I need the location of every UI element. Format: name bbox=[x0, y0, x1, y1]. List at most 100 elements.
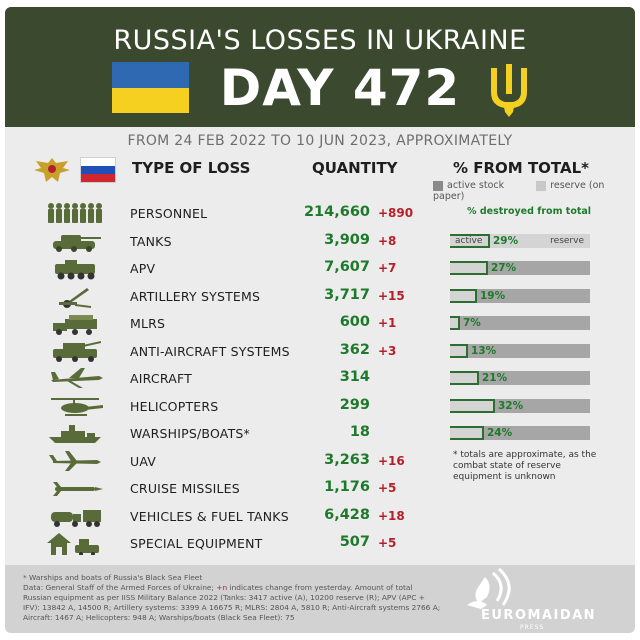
loss-type-label: HELICOPTERS bbox=[130, 398, 219, 414]
mlrs-icon bbox=[53, 315, 97, 335]
fuel-truck-icon bbox=[51, 509, 101, 527]
cruise-missile-icon bbox=[53, 482, 103, 496]
loss-type-label: MLRS bbox=[130, 316, 166, 331]
loss-quantity: 214,660 bbox=[303, 204, 370, 220]
legend-reserve: reserve (on paper) bbox=[433, 180, 605, 202]
loss-quantity: 18 bbox=[349, 424, 370, 440]
table-row: AIRCRAFT 314 21% bbox=[5, 365, 635, 391]
percent-label: 7% bbox=[463, 317, 481, 329]
destroyed-fill bbox=[450, 288, 477, 303]
loss-type-label: ANTI-AIRCRAFT SYSTEMS bbox=[130, 343, 290, 359]
loss-type-label: VEHICLES & FUEL TANKS bbox=[130, 508, 289, 524]
daily-change: +5 bbox=[378, 536, 397, 550]
loss-quantity: 3,263 bbox=[324, 451, 370, 468]
daily-change: +15 bbox=[378, 288, 405, 303]
loss-type-label: UAV bbox=[130, 453, 157, 469]
percent-bar: 24% bbox=[450, 426, 590, 440]
header-banner: RUSSIA'S LOSSES IN UKRAINE DAY 472 bbox=[5, 7, 635, 127]
anti-aircraft-icon bbox=[53, 340, 101, 362]
loss-quantity: 7,607 bbox=[324, 259, 370, 275]
table-row: PERSONNEL 214,660 +890 bbox=[5, 200, 635, 226]
column-header-type: TYPE OF LOSS bbox=[132, 159, 251, 177]
loss-type-label: PERSONNEL bbox=[130, 206, 208, 221]
euromaidan-logo-icon bbox=[467, 567, 511, 609]
russia-flag-icon bbox=[80, 157, 116, 183]
reserve-swatch bbox=[536, 180, 547, 191]
column-header-quantity: QUANTITY bbox=[312, 159, 398, 177]
column-header-percent: % FROM TOTAL* bbox=[453, 159, 590, 177]
logo-name: EUROMAIDAN bbox=[481, 608, 597, 623]
warship-icon bbox=[49, 425, 101, 443]
daily-change: +18 bbox=[378, 508, 405, 523]
bar-reserve-label: reserve bbox=[550, 235, 584, 246]
daily-change: +890 bbox=[378, 206, 414, 220]
table-row: VEHICLES & FUEL TANKS 6,428 +18 bbox=[5, 503, 635, 529]
ukraine-flag-icon bbox=[112, 62, 189, 113]
percent-bar: 13% bbox=[450, 343, 590, 358]
percent-bar: 7% bbox=[450, 316, 590, 330]
destroyed-fill bbox=[450, 233, 490, 248]
logo-press: PRESS bbox=[520, 624, 545, 631]
loss-quantity: 600 bbox=[339, 314, 370, 330]
loss-type-label: CRUISE MISSILES bbox=[130, 481, 240, 496]
table-row: ARTILLERY SYSTEMS 3,717 +15 19% bbox=[5, 283, 635, 309]
loss-quantity: 299 bbox=[339, 396, 370, 413]
loss-quantity: 6,428 bbox=[324, 506, 370, 523]
percent-bar: 21% bbox=[450, 371, 590, 385]
loss-type-label: TANKS bbox=[130, 233, 172, 249]
destroyed-fill bbox=[450, 261, 488, 275]
approximation-note: * totals are approximate, as the combat … bbox=[453, 450, 597, 482]
helicopter-icon bbox=[51, 397, 103, 416]
bar-legend: active stock reserve (on paper) bbox=[433, 180, 635, 202]
table-row: SPECIAL EQUIPMENT 507 +5 bbox=[5, 530, 635, 556]
table-row: CRUISE MISSILES 1,176 +5 bbox=[5, 475, 635, 501]
page-title: RUSSIA'S LOSSES IN UKRAINE bbox=[113, 25, 527, 56]
loss-type-label: AIRCRAFT bbox=[130, 371, 192, 386]
table-row: APV 7,607 +7 27% bbox=[5, 255, 635, 281]
daily-change: +1 bbox=[378, 316, 397, 330]
percent-label: 32% bbox=[498, 399, 524, 412]
russian-emblem-icon bbox=[34, 158, 70, 182]
loss-type-label: SPECIAL EQUIPMENT bbox=[130, 536, 263, 551]
destroyed-fill bbox=[450, 343, 468, 358]
tank-icon bbox=[53, 234, 101, 252]
loss-quantity: 314 bbox=[339, 369, 370, 385]
daily-change: +7 bbox=[378, 261, 397, 275]
uav-icon bbox=[49, 450, 101, 471]
special-equipment-icon bbox=[47, 533, 99, 555]
infographic-card: RUSSIA'S LOSSES IN UKRAINE DAY 472 FROM … bbox=[5, 7, 635, 633]
percent-label: 21% bbox=[482, 372, 508, 384]
bar-active-label: active bbox=[455, 235, 483, 246]
table-row: HELICOPTERS 299 32% bbox=[5, 393, 635, 419]
trident-icon bbox=[491, 64, 527, 117]
percent-bar: 27% bbox=[450, 261, 590, 275]
percent-label: 29% bbox=[493, 234, 519, 247]
soldiers-icon bbox=[48, 203, 102, 223]
loss-quantity: 3,909 bbox=[324, 231, 370, 248]
date-range: FROM 24 FEB 2022 TO 10 JUN 2023, APPROXI… bbox=[127, 133, 513, 149]
daily-change: +3 bbox=[378, 343, 397, 358]
loss-quantity: 507 bbox=[339, 534, 370, 550]
loss-quantity: 1,176 bbox=[324, 479, 370, 495]
loss-quantity: 362 bbox=[339, 341, 370, 358]
table-row: MLRS 600 +1 7% bbox=[5, 310, 635, 336]
destroyed-fill bbox=[450, 316, 460, 330]
footer-notes: * Warships and boats of Russia's Black S… bbox=[23, 573, 443, 623]
destroyed-note: % destroyed from total bbox=[467, 206, 592, 217]
legend-active: active stock bbox=[447, 180, 505, 191]
loss-type-label: ARTILLERY SYSTEMS bbox=[130, 288, 261, 304]
footer: * Warships and boats of Russia's Black S… bbox=[5, 565, 635, 633]
percent-bar: 32% bbox=[450, 398, 590, 413]
percent-label: 13% bbox=[471, 344, 497, 357]
destroyed-fill bbox=[450, 398, 495, 413]
percent-label: 19% bbox=[480, 289, 506, 302]
percent-bar: 19% bbox=[450, 288, 590, 303]
artillery-icon bbox=[59, 287, 91, 308]
table-row: TANKS 3,909 +8 active reserve 29% bbox=[5, 228, 635, 254]
percent-label: 24% bbox=[487, 427, 513, 439]
day-counter: DAY 472 bbox=[219, 59, 461, 117]
percent-label: 27% bbox=[491, 262, 517, 274]
apv-icon bbox=[55, 260, 95, 280]
loss-type-label: APV bbox=[130, 261, 156, 276]
daily-change: +16 bbox=[378, 453, 405, 468]
